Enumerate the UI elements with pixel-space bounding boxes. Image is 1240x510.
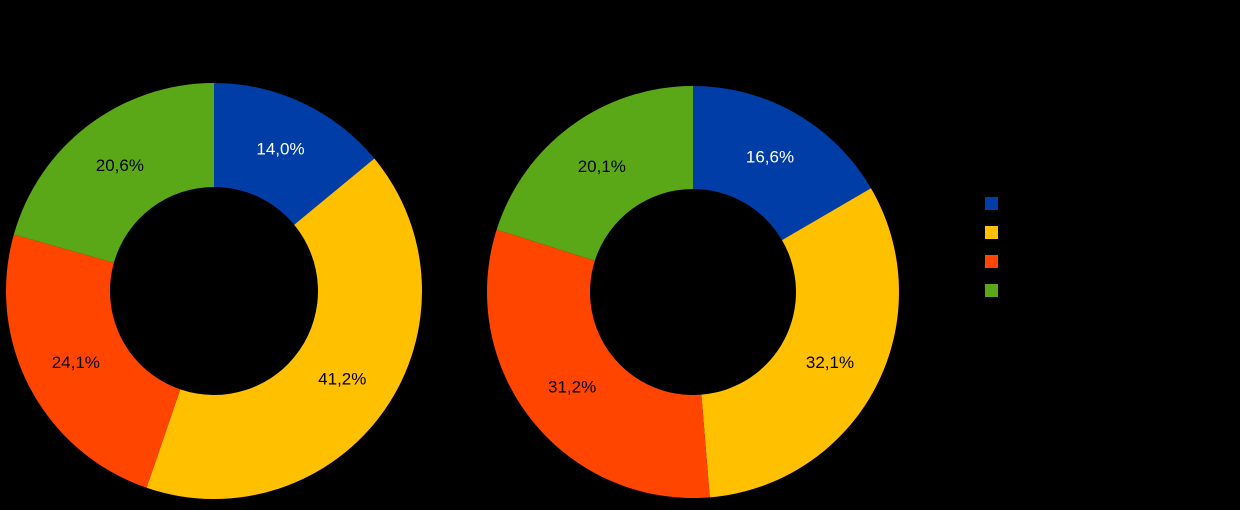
legend-item-2 <box>985 255 998 268</box>
donut-0-slice-0 <box>214 83 375 225</box>
donut-1-value-label-2: 31,2% <box>548 378 596 397</box>
donut-0-slice-1 <box>146 158 423 499</box>
donut-1-slice-1 <box>701 188 900 498</box>
donut-0-value-label-3: 20,6% <box>96 156 144 175</box>
legend-item-3 <box>985 284 998 297</box>
donut-0-slice-3 <box>13 83 214 263</box>
legend-swatch-icon <box>985 226 998 239</box>
donut-1-slice-0 <box>693 86 871 241</box>
legend-item-0 <box>985 197 998 210</box>
legend-item-1 <box>985 226 998 239</box>
legend-swatch-icon <box>985 197 998 210</box>
donut-1-slice-2 <box>486 229 710 498</box>
donut-0-slice-2 <box>5 234 181 488</box>
legend-swatch-icon <box>985 255 998 268</box>
donut-1-value-label-3: 20,1% <box>578 157 626 176</box>
donut-0-value-label-2: 24,1% <box>52 353 100 372</box>
donut-1-value-label-0: 16,6% <box>746 148 794 167</box>
donut-0-value-label-1: 41,2% <box>318 369 366 388</box>
donut-0-value-label-0: 14,0% <box>256 139 304 158</box>
donut-1-value-label-1: 32,1% <box>806 353 854 372</box>
chart-legend <box>985 197 998 297</box>
donut-1-slice-3 <box>496 86 693 261</box>
legend-swatch-icon <box>985 284 998 297</box>
